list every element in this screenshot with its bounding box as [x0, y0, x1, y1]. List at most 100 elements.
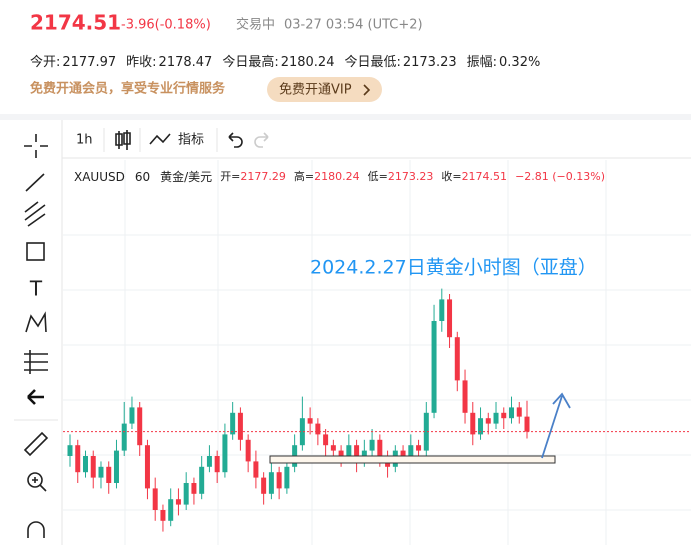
legend-value: 2180.24: [314, 170, 360, 183]
redo-button[interactable]: [254, 132, 269, 148]
line-tool[interactable]: [25, 173, 45, 192]
back-tool[interactable]: [27, 389, 44, 405]
candle-body: [454, 337, 460, 381]
price: 2174.51: [30, 11, 121, 35]
undo-button[interactable]: [228, 132, 243, 148]
indicator-button[interactable]: 指标: [178, 133, 204, 148]
candle-body: [439, 299, 445, 321]
stats-line: 今开: 2177.97 昨收: 2178.47 今日最高: 2180.24 今日最低: 217…: [30, 54, 540, 70]
candle-body: [431, 321, 437, 413]
vip-button[interactable]: 免费开通VIP: [267, 77, 382, 102]
candles: [63, 288, 691, 532]
candle-body: [369, 439, 375, 451]
candle-body: [253, 461, 259, 478]
candle-body: [137, 407, 143, 446]
divider: [0, 114, 691, 120]
candle-body: [75, 445, 81, 473]
stat-label: 振幅:: [467, 55, 497, 70]
candle-body: [237, 412, 243, 440]
candle-body: [307, 418, 313, 424]
candle-body: [67, 445, 73, 456]
arrow: [541, 392, 571, 459]
stat-value: 0.32%: [499, 55, 540, 70]
range-box: [269, 455, 556, 464]
crosshair-tool[interactable]: [24, 134, 48, 158]
stat-label: 今日最高:: [222, 54, 278, 70]
interval: 60: [135, 170, 150, 184]
candle-body: [462, 380, 468, 413]
candle-body: [276, 472, 282, 489]
legend: XAUUSD 60 黄金/美元 开=2177.29 高=2180.24 低=2173.23…: [74, 169, 605, 184]
candle-body: [516, 407, 522, 417]
candle-body: [199, 466, 205, 494]
candle-body: [230, 412, 236, 435]
candle-body: [284, 466, 290, 489]
legend-label: 高=: [294, 169, 314, 183]
candle-body: [98, 466, 104, 478]
candle-body: [493, 412, 499, 424]
chart-title: 2024.2.27日黄金小时图（亚盘）: [310, 257, 597, 279]
pattern-tool[interactable]: [25, 311, 47, 333]
legend-value: 2174.51: [462, 170, 508, 183]
candle-body: [214, 456, 220, 473]
magnet-tool[interactable]: [27, 521, 45, 538]
stat-label: 昨收:: [126, 55, 156, 70]
legend-line: XAUUSD 60 黄金/美元 开=2177.29 高=2180.24 低=2173.23…: [74, 169, 605, 184]
text-tool[interactable]: T: [29, 277, 43, 301]
candle-body: [191, 483, 197, 494]
candle-body: [160, 510, 166, 521]
button-text: 免费开通VIP: [279, 83, 352, 98]
symbol: XAUUSD: [74, 170, 125, 184]
candle-body: [168, 499, 174, 521]
time: 03-27 03:54 (UTC+2): [284, 18, 423, 33]
candle-body: [121, 423, 127, 451]
candle-body: [144, 445, 150, 489]
status: 交易中: [236, 17, 275, 33]
candle-body: [478, 418, 484, 435]
candle-body: [400, 450, 406, 456]
stat-label: 今开:: [30, 54, 60, 70]
indicator-icon: [149, 133, 171, 145]
candle-body: [447, 299, 453, 338]
candle-body: [354, 445, 360, 462]
candle-body: [423, 412, 429, 451]
zoom-plus: [32, 477, 47, 492]
candle-body: [315, 423, 321, 435]
name: 黄金/美元: [160, 169, 212, 184]
candle-body: [222, 434, 228, 473]
sidebar: T: [14, 134, 58, 538]
legend-change: −2.81 (−0.13%): [515, 170, 605, 183]
candle-body: [261, 477, 267, 494]
stat-label: 今日最低:: [344, 54, 400, 70]
stats: 今开: 2177.97 昨收: 2178.47 今日最高: 2180.24 今日最低: 217…: [30, 54, 540, 70]
change: -3.96(-0.18%): [121, 18, 211, 33]
ruler-tool[interactable]: [23, 431, 49, 457]
candle-body: [377, 439, 383, 456]
candle-body: [509, 407, 515, 419]
candle-body: [501, 412, 507, 419]
button-bg: [267, 77, 382, 102]
stat-value: 2180.24: [281, 55, 335, 70]
chart-type-button[interactable]: [115, 130, 131, 150]
candle-body: [245, 439, 251, 462]
grid: [63, 160, 691, 545]
chevron: [363, 84, 371, 96]
candle-body: [346, 445, 352, 456]
stat-value: 2178.47: [159, 55, 213, 70]
toolbar: 1h 指标: [76, 128, 269, 152]
candle-body: [408, 445, 414, 456]
candle-body: [113, 450, 119, 483]
zoom-tool[interactable]: [27, 472, 43, 488]
candle-body: [175, 499, 181, 505]
legend-label: 低=: [368, 170, 388, 183]
measure-tool[interactable]: [24, 350, 48, 374]
stat-value: 2177.97: [62, 55, 116, 70]
interval-button[interactable]: 1h: [76, 133, 93, 148]
shape-tool[interactable]: [26, 242, 45, 261]
candle-body: [106, 466, 112, 483]
candle-body: [330, 445, 336, 451]
fib-tool[interactable]: [24, 201, 46, 227]
candle-body: [323, 434, 329, 446]
